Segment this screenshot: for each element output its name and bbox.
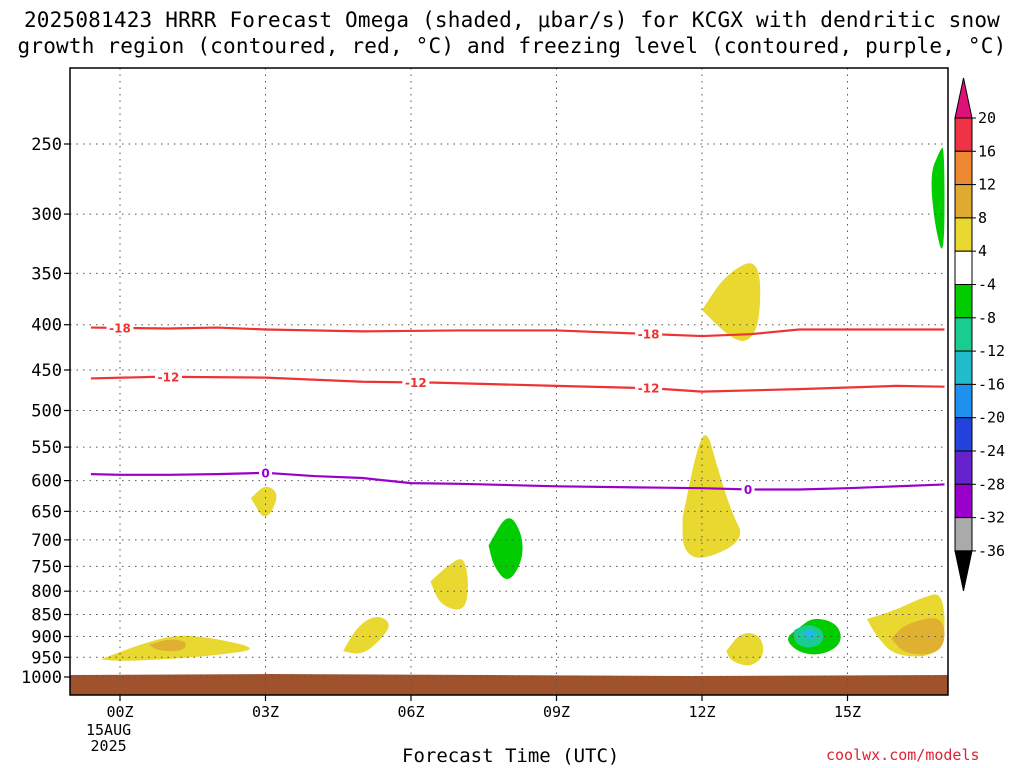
colorbar-swatch-9: [954, 417, 973, 452]
colorbar-swatch-12: [954, 517, 973, 552]
colorbar-label--20: -20: [978, 409, 1005, 427]
y-tick-label-500: 500: [31, 402, 62, 422]
omega-region-7: [702, 263, 761, 342]
date-label: 15AUG 2025: [86, 722, 131, 754]
y-tick-label-400: 400: [31, 316, 62, 336]
surface-fill: [70, 674, 948, 695]
x-tick-label-15Z: 15Z: [834, 703, 861, 721]
y-tick-label-1000: 1000: [21, 668, 62, 688]
y-axis: 2503003504004505005506006507007508008509…: [21, 135, 70, 688]
omega-region-1: [149, 639, 186, 652]
colorbar-swatch-2: [954, 184, 973, 219]
colorbar-label--24: -24: [978, 442, 1005, 460]
x-tick-label-06Z: 06Z: [397, 703, 424, 721]
title-line-2: growth region (contoured, red, °C) and f…: [17, 34, 1007, 58]
y-tick-label-800: 800: [31, 582, 62, 602]
contour-label--12: -12: [638, 382, 660, 396]
ground-fill: [70, 674, 948, 695]
contour-label-0: 0: [744, 483, 752, 497]
x-tick-label-03Z: 03Z: [252, 703, 279, 721]
omega-region-3: [343, 616, 389, 654]
colorbar-swatch-1: [954, 150, 973, 186]
omega-region-4: [430, 559, 468, 610]
colorbar-label-16: 16: [978, 142, 996, 160]
colorbar-label-12: 12: [978, 176, 996, 194]
colorbar-swatch-5: [954, 284, 973, 319]
contour-line--18: [90, 326, 945, 338]
y-tick-label-900: 900: [31, 627, 62, 647]
omega-region-5: [488, 518, 523, 579]
colorbar-label--16: -16: [978, 375, 1005, 393]
credit-link[interactable]: coolwx.com/models: [826, 746, 980, 764]
omega-region-14: [931, 147, 945, 249]
omega-shading: [100, 147, 945, 666]
colorbar-label-8: 8: [978, 209, 987, 227]
contour-label-0: 0: [261, 466, 269, 480]
colorbar-swatch-4: [954, 250, 973, 285]
contour-label--12: -12: [158, 370, 180, 384]
omega-region-8: [726, 633, 764, 666]
contour-line-0: [90, 471, 945, 491]
temperature-contours: -18 -18 -12 -12 -12 0 0: [90, 320, 945, 497]
contour-label-bg: [635, 327, 663, 342]
colorbar-swatch-7: [954, 350, 973, 385]
contour-label-bg: [259, 465, 272, 480]
colorbar-swatch-3: [954, 217, 973, 252]
contour-label--18: -18: [109, 321, 131, 335]
contour-label-bg: [402, 375, 430, 390]
x-tick-label-09Z: 09Z: [543, 703, 570, 721]
omega-region-6: [682, 435, 741, 558]
y-tick-label-250: 250: [31, 135, 62, 155]
colorbar-swatch-0: [954, 117, 973, 152]
y-tick-label-300: 300: [31, 205, 62, 225]
x-tick-label-00Z: 00Z: [106, 703, 133, 721]
y-tick-label-600: 600: [31, 472, 62, 492]
colorbar-label--8: -8: [978, 309, 996, 327]
y-tick-label-450: 450: [31, 361, 62, 381]
grid-lines: [70, 68, 948, 695]
contour-label-bg: [106, 320, 134, 335]
colorbar-swatch-8: [954, 383, 973, 419]
colorbar-bottom-arrow: [954, 550, 973, 592]
contour-line--12: [90, 375, 945, 393]
colorbar-label--36: -36: [978, 542, 1005, 560]
title-line-1: 2025081423 HRRR Forecast Omega (shaded, …: [23, 8, 1001, 32]
y-tick-label-650: 650: [31, 502, 62, 522]
colorbar-label-4: 4: [978, 242, 987, 260]
colorbar-label-20: 20: [978, 109, 996, 127]
contour-label-bg: [741, 482, 755, 497]
omega-region-2: [250, 486, 277, 517]
y-tick-label-750: 750: [31, 557, 62, 577]
contour-label--18: -18: [638, 328, 660, 342]
plot-frame: [69, 67, 949, 696]
date-day: 15AUG: [86, 721, 132, 739]
colorbar-swatch-6: [954, 317, 973, 352]
colorbar: 20 16 12 8 4 -4 -8 -12 -16 -20 -24 -28 -32 -36: [954, 77, 1005, 592]
colorbar-label--4: -4: [978, 276, 996, 294]
colorbar-label--12: -12: [978, 342, 1005, 360]
colorbar-top-arrow: [954, 77, 973, 119]
y-tick-label-950: 950: [31, 648, 62, 668]
x-axis-title: Forecast Time (UTC): [402, 745, 620, 767]
colorbar-swatch-10: [954, 450, 973, 485]
contour-label--12: -12: [405, 376, 427, 390]
contour-label-bg: [635, 381, 663, 396]
x-axis: 00Z 03Z 06Z 09Z 12Z 15Z: [106, 695, 861, 721]
contour-label-bg: [155, 369, 182, 384]
y-tick-label-700: 700: [31, 531, 62, 551]
colorbar-swatch-11: [954, 483, 973, 519]
date-year: 2025: [90, 737, 127, 755]
y-tick-label-350: 350: [31, 264, 62, 284]
x-tick-label-12Z: 12Z: [688, 703, 715, 721]
omega-region-13: [891, 618, 945, 655]
colorbar-label--32: -32: [978, 509, 1005, 527]
y-tick-label-550: 550: [31, 438, 62, 458]
colorbar-label--28: -28: [978, 475, 1005, 493]
y-tick-label-850: 850: [31, 606, 62, 626]
